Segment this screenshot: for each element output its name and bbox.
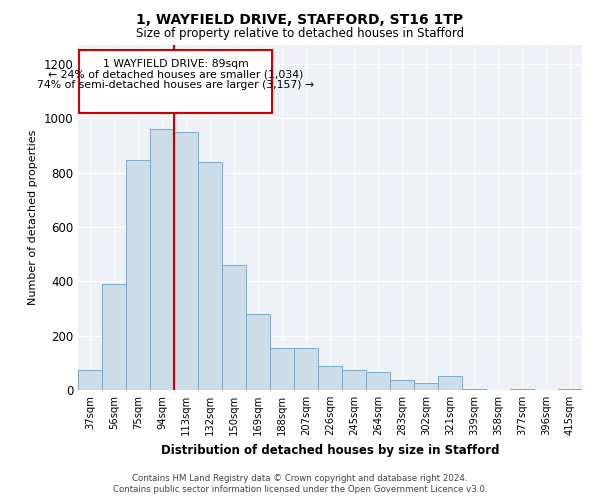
Text: 74% of semi-detached houses are larger (3,157) →: 74% of semi-detached houses are larger (… [37,80,314,90]
FancyBboxPatch shape [79,50,272,113]
Text: 1, WAYFIELD DRIVE, STAFFORD, ST16 1TP: 1, WAYFIELD DRIVE, STAFFORD, ST16 1TP [136,12,464,26]
Bar [222,265,246,390]
Y-axis label: Number of detached properties: Number of detached properties [28,130,38,305]
Text: ← 24% of detached houses are smaller (1,034): ← 24% of detached houses are smaller (1,… [48,70,304,80]
Bar [414,383,438,390]
Bar [438,376,462,390]
Bar [510,388,534,390]
Bar [102,284,126,390]
Bar [198,162,222,390]
Bar [390,380,414,390]
Bar [294,348,318,390]
Text: Size of property relative to detached houses in Stafford: Size of property relative to detached ho… [136,28,464,40]
Bar [270,348,294,390]
Bar [150,129,174,390]
Bar [558,388,582,390]
Text: 1 WAYFIELD DRIVE: 89sqm: 1 WAYFIELD DRIVE: 89sqm [103,58,248,68]
Bar [366,372,390,390]
Bar [78,370,102,390]
Bar [342,370,366,390]
Bar [126,160,150,390]
Text: Contains HM Land Registry data © Crown copyright and database right 2024.
Contai: Contains HM Land Registry data © Crown c… [113,474,487,494]
Bar [246,314,270,390]
X-axis label: Distribution of detached houses by size in Stafford: Distribution of detached houses by size … [161,444,499,456]
Bar [318,366,342,390]
Bar [462,388,486,390]
Bar [174,132,198,390]
